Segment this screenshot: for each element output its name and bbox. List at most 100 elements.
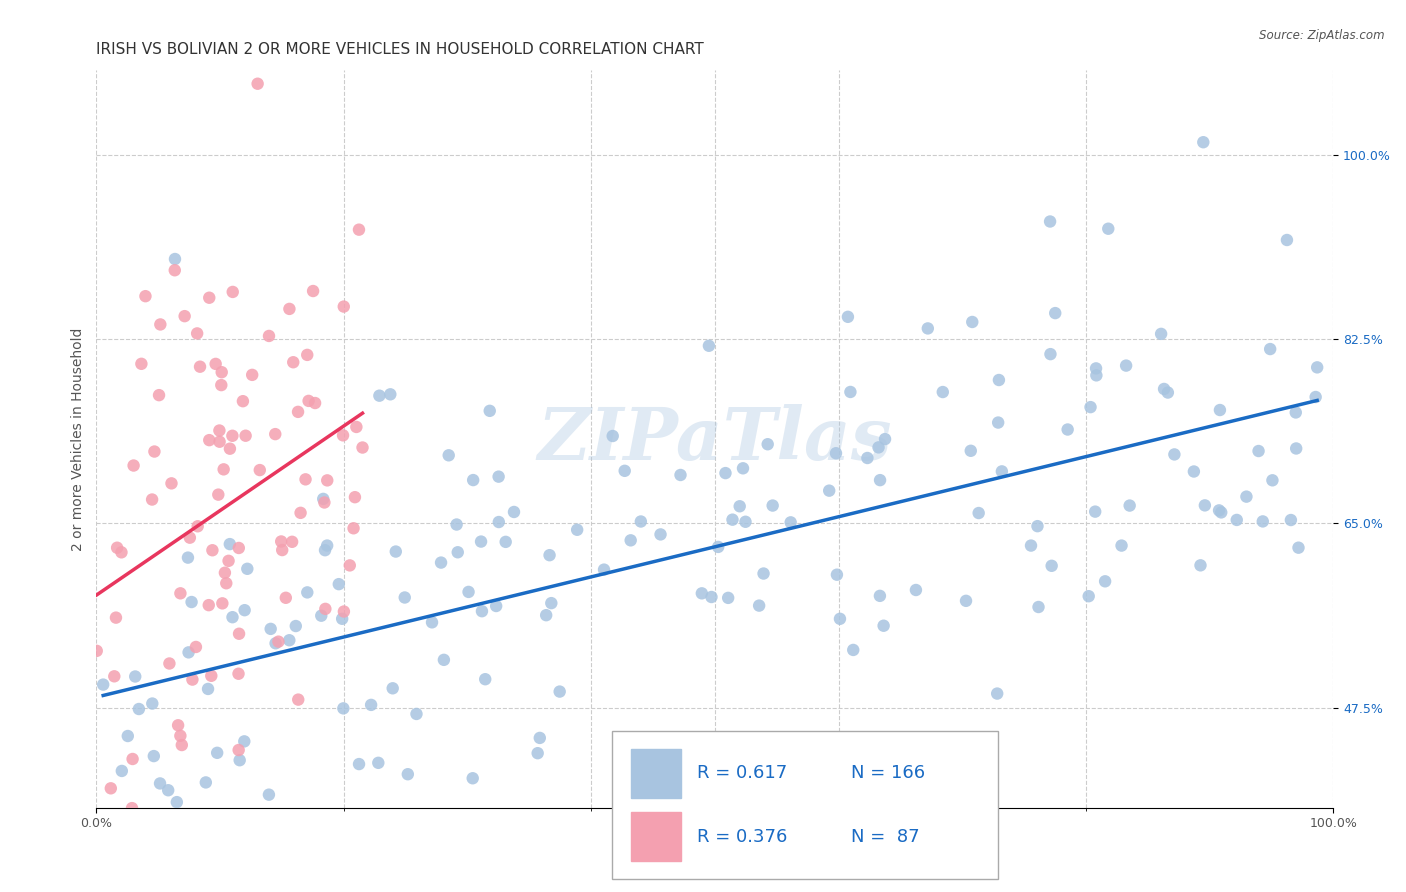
Point: [959, 443, 981, 458]
Point: [207, 488, 229, 502]
Point: [461, 771, 484, 785]
Point: [731, 461, 754, 475]
Point: [917, 321, 939, 335]
Point: [869, 589, 891, 603]
Point: [314, 602, 336, 616]
Point: [142, 749, 165, 764]
Point: [463, 473, 485, 487]
Point: [188, 359, 211, 374]
Point: [1261, 473, 1284, 487]
Point: [249, 463, 271, 477]
Point: [446, 517, 468, 532]
Point: [274, 591, 297, 605]
Point: [105, 541, 128, 555]
Point: [437, 448, 460, 462]
Text: Source: ZipAtlas.com: Source: ZipAtlas.com: [1260, 29, 1385, 42]
Point: [131, 830, 153, 844]
Point: [1247, 444, 1270, 458]
Point: [548, 684, 571, 698]
Point: [1189, 558, 1212, 573]
Point: [620, 533, 643, 548]
Point: [167, 718, 190, 732]
Point: [211, 596, 233, 610]
Point: [1115, 359, 1137, 373]
Point: [103, 669, 125, 683]
Point: [311, 608, 333, 623]
Point: [1192, 135, 1215, 149]
Point: [986, 687, 1008, 701]
Point: [332, 701, 354, 715]
Point: [1085, 368, 1108, 383]
Point: [825, 446, 848, 460]
Point: [232, 394, 254, 409]
Point: [1080, 400, 1102, 414]
Point: [384, 544, 406, 558]
Point: [1258, 342, 1281, 356]
Point: [235, 428, 257, 442]
Point: [727, 886, 749, 892]
Point: [381, 681, 404, 696]
Point: [842, 643, 865, 657]
Point: [420, 615, 443, 630]
Point: [825, 567, 848, 582]
Point: [316, 539, 339, 553]
Point: [1094, 574, 1116, 589]
Text: IRISH VS BOLIVIAN 2 OR MORE VEHICLES IN HOUSEHOLD CORRELATION CHART: IRISH VS BOLIVIAN 2 OR MORE VEHICLES IN …: [97, 42, 704, 57]
Point: [211, 365, 233, 379]
Point: [218, 554, 240, 568]
Point: [1019, 539, 1042, 553]
Point: [873, 432, 896, 446]
Point: [332, 428, 354, 442]
Point: [260, 622, 283, 636]
Point: [278, 301, 301, 316]
Point: [179, 531, 201, 545]
Point: [1111, 539, 1133, 553]
Point: [1039, 214, 1062, 228]
Point: [287, 405, 309, 419]
Text: ZIPaTlas: ZIPaTlas: [537, 403, 893, 475]
Point: [209, 378, 232, 392]
Point: [669, 467, 692, 482]
Point: [314, 543, 336, 558]
Point: [396, 767, 419, 781]
Point: [1026, 519, 1049, 533]
Point: [1150, 326, 1173, 341]
Point: [1306, 360, 1329, 375]
Point: [837, 310, 859, 324]
Y-axis label: 2 or more Vehicles in Household: 2 or more Vehicles in Household: [72, 327, 86, 550]
Point: [278, 807, 301, 822]
Point: [869, 473, 891, 487]
Point: [148, 388, 170, 402]
Point: [128, 702, 150, 716]
Point: [228, 753, 250, 767]
Point: [228, 541, 250, 555]
Point: [1040, 558, 1063, 573]
Point: [149, 318, 172, 332]
Point: [233, 603, 256, 617]
Point: [330, 612, 353, 626]
Point: [932, 385, 955, 400]
Point: [166, 795, 188, 809]
Point: [333, 300, 356, 314]
Point: [333, 605, 356, 619]
Point: [839, 384, 862, 399]
Point: [215, 576, 238, 591]
Point: [212, 462, 235, 476]
Point: [312, 491, 335, 506]
Point: [110, 545, 132, 559]
Point: [283, 355, 305, 369]
Point: [141, 697, 163, 711]
Point: [714, 466, 737, 480]
Point: [394, 591, 416, 605]
Point: [690, 586, 713, 600]
Point: [1157, 385, 1180, 400]
Point: [169, 729, 191, 743]
Point: [360, 698, 382, 712]
Point: [281, 534, 304, 549]
Point: [180, 595, 202, 609]
Point: [267, 634, 290, 648]
Point: [198, 433, 221, 447]
Point: [343, 490, 366, 504]
Point: [270, 534, 292, 549]
Point: [160, 476, 183, 491]
